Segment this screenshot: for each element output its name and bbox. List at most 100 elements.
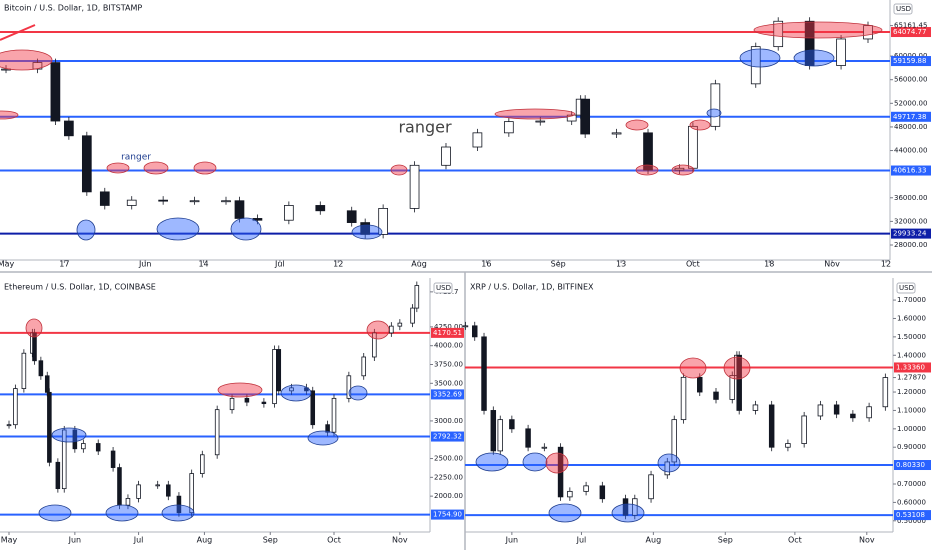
candle <box>611 132 622 135</box>
candle <box>710 83 721 127</box>
candle <box>850 413 856 419</box>
candle <box>817 404 824 417</box>
x-tick-label: Aug <box>646 536 662 545</box>
candle <box>372 332 377 358</box>
ellipse <box>723 356 751 380</box>
ellipse <box>106 162 130 174</box>
x-tick-label: 16 <box>481 260 491 269</box>
x-tick-label: 13 <box>616 260 626 269</box>
ellipse <box>193 161 217 175</box>
x-tick-label: 12 <box>881 260 891 269</box>
candle <box>785 443 791 448</box>
candle <box>882 377 889 408</box>
candle <box>535 120 546 123</box>
level-tag <box>431 431 464 442</box>
ellipse <box>25 318 43 338</box>
candle <box>557 446 564 498</box>
x-tick-label: Jul <box>133 536 144 545</box>
ellipse <box>635 164 659 176</box>
level-tag <box>891 165 931 176</box>
ellipse-annotations <box>0 21 883 523</box>
ellipse <box>217 382 263 398</box>
candle <box>360 222 371 235</box>
y-tick-label: 2500.00 <box>434 455 463 463</box>
candle <box>200 454 205 474</box>
y-tick-label: 1.60000 <box>897 314 926 322</box>
candle <box>736 354 742 411</box>
candle <box>768 404 775 448</box>
candle <box>272 349 277 405</box>
last-price-label: 1.27870 <box>897 374 926 382</box>
y-tick-label: 1.10000 <box>897 406 926 414</box>
x-tick-label: Jul <box>274 260 285 269</box>
y-tick-label: 1.50000 <box>897 333 926 341</box>
candle <box>648 474 654 500</box>
candle <box>541 446 548 449</box>
candle <box>752 404 759 411</box>
candle <box>713 391 719 400</box>
candle <box>155 484 160 487</box>
ellipse <box>625 119 649 131</box>
candle <box>833 404 840 415</box>
candle <box>750 46 761 85</box>
y-tick-label: 1.00000 <box>897 425 926 433</box>
candle <box>221 200 231 203</box>
candle <box>214 409 220 456</box>
candle <box>117 467 122 506</box>
candle <box>189 200 200 203</box>
candle <box>13 388 18 426</box>
candle <box>99 191 110 206</box>
candle <box>410 307 415 324</box>
y-tick-label: 0.90000 <box>897 443 926 451</box>
ellipse <box>51 427 87 443</box>
x-tick-label: Sep <box>551 260 566 269</box>
candle <box>680 376 687 421</box>
candle <box>136 484 141 499</box>
chart-title: XRP / U.S. Dollar, 1D, BITFINEX <box>470 283 594 292</box>
candle <box>801 415 807 444</box>
y-tick-label: 56000.00 <box>894 76 927 84</box>
candle <box>158 199 168 202</box>
candle <box>38 360 44 377</box>
candle <box>346 210 357 223</box>
ellipse <box>351 224 383 240</box>
y-tick-label: 32000.00 <box>894 217 927 225</box>
candle <box>32 332 37 362</box>
ellipse <box>0 110 19 120</box>
ellipse <box>522 452 548 472</box>
y-tick-label: 52000.00 <box>894 99 927 107</box>
currency-label: USD <box>896 5 911 13</box>
level-tag <box>891 56 931 67</box>
x-tick-label: Jun <box>68 536 82 545</box>
candle <box>497 419 504 452</box>
candle <box>361 356 367 377</box>
y-tick-label: 0.50000 <box>897 517 926 525</box>
candle <box>462 325 469 328</box>
level-label: 2792.32 <box>433 433 462 441</box>
candle <box>32 62 43 70</box>
currency-label: USD <box>899 284 914 292</box>
currency-label: USD <box>436 284 451 292</box>
ellipse <box>706 108 722 118</box>
y-tick-label: 28000.00 <box>894 241 927 249</box>
candle <box>773 20 784 48</box>
ellipse <box>76 219 96 241</box>
candle <box>50 62 61 122</box>
ellipse <box>475 452 509 472</box>
candle <box>81 443 86 450</box>
candle <box>490 410 497 452</box>
ellipse <box>348 385 368 401</box>
candle <box>276 349 282 392</box>
x-tick-label: 17 <box>59 260 69 269</box>
candle <box>6 424 12 427</box>
candle <box>836 38 846 66</box>
y-tick-label: 3000.00 <box>434 417 463 425</box>
level-label: 4170.51 <box>433 329 462 337</box>
y-tick-label: 48000.00 <box>894 123 927 131</box>
x-tick-label: Nov <box>824 260 840 269</box>
ellipse <box>230 217 262 241</box>
x-tick-label: Jun <box>138 260 152 269</box>
candle <box>176 495 182 514</box>
ellipse <box>390 164 408 176</box>
